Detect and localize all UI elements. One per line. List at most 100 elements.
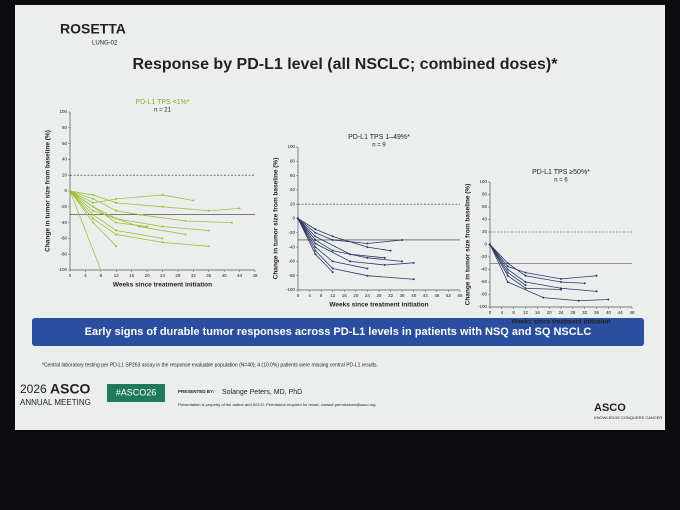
banner [32, 318, 644, 346]
y-tick-label: 100 [287, 144, 295, 149]
series-point [207, 209, 210, 212]
y-tick-label: -20 [480, 254, 487, 259]
x-tick-label: 20 [145, 273, 151, 278]
x-tick-label: 40 [222, 273, 228, 278]
tagline: KNOWLEDGE CONQUERS CANCER [594, 415, 662, 420]
x-tick-label: 24 [160, 273, 166, 278]
x-tick-label: 16 [342, 293, 348, 298]
x-tick-label: 20 [353, 293, 359, 298]
y-tick-label: 100 [59, 109, 67, 114]
series-point [92, 217, 95, 220]
series-point [607, 298, 610, 301]
x-tick-label: 20 [547, 310, 553, 315]
series-point [506, 274, 509, 277]
series-point [92, 221, 95, 224]
y-tick-label: 0 [64, 188, 67, 193]
series-point [297, 217, 299, 220]
series-point [115, 229, 118, 232]
y-tick-label: 80 [290, 158, 296, 163]
x-axis-label: Weeks since treatment initiation [329, 302, 428, 309]
series-point [524, 284, 527, 287]
series-point [383, 263, 386, 266]
series-point [506, 281, 509, 283]
series-point [138, 225, 141, 228]
series-point [506, 265, 509, 268]
series-point [524, 287, 527, 290]
series-point [524, 271, 527, 274]
series-point [238, 207, 241, 210]
series-point [349, 260, 352, 263]
x-tick-label: 8 [320, 293, 323, 298]
series-line [489, 244, 562, 290]
y-tick-label: -20 [60, 204, 67, 209]
series-point [69, 190, 71, 192]
series-point [314, 249, 317, 252]
x-tick-label: 8 [100, 273, 103, 278]
footer-org: ASCO [50, 381, 91, 397]
x-tick-label: 44 [618, 310, 624, 315]
y-tick-label: -40 [288, 244, 295, 249]
y-tick-label: -80 [288, 273, 295, 278]
series-line [69, 190, 232, 223]
series-point [506, 271, 509, 274]
series-point [207, 229, 210, 232]
series-line [69, 190, 186, 235]
x-tick-label: 28 [175, 273, 181, 278]
y-tick-label: 0 [292, 216, 295, 221]
x-tick-label: 0 [489, 310, 492, 315]
x-axis-label: Weeks since treatment initiation [113, 282, 212, 289]
y-tick-label: 80 [482, 192, 488, 197]
series-point [230, 221, 233, 224]
logo: ROSETTA [60, 21, 126, 37]
series-point [115, 209, 118, 212]
series-point [412, 261, 415, 264]
footer-meeting: ANNUAL MEETING [20, 398, 91, 407]
series-point [560, 288, 562, 291]
x-tick-label: 12 [523, 310, 529, 315]
x-tick-label: 0 [297, 293, 300, 298]
x-tick-label: 16 [129, 273, 135, 278]
series-point [314, 235, 317, 238]
y-axis-label: Change in tumor size from baseline (%) [273, 158, 280, 280]
series-point [524, 281, 527, 283]
panel-title: PD-L1 TPS 1–49%* [348, 134, 410, 141]
series-point [92, 201, 95, 204]
y-tick-label: 20 [62, 172, 68, 177]
series-point [583, 282, 586, 285]
x-tick-label: 40 [411, 293, 417, 298]
y-tick-label: 80 [62, 125, 68, 130]
y-tick-label: 20 [482, 229, 488, 234]
hashtag: #ASCO26 [116, 387, 157, 397]
series-point [506, 262, 509, 265]
x-tick-label: 28 [376, 293, 382, 298]
y-tick-label: 100 [479, 179, 487, 184]
series-point [92, 193, 95, 196]
x-tick-label: 32 [388, 293, 394, 298]
series-point [314, 228, 317, 231]
right-logo: ASCO [594, 402, 626, 414]
slide [15, 5, 665, 430]
presenter: Solange Peters, MD, PhD [222, 389, 302, 396]
series-line [69, 190, 102, 271]
series-line [69, 190, 163, 239]
series-point [506, 268, 509, 271]
y-tick-label: 60 [290, 173, 296, 178]
y-tick-label: -60 [60, 236, 67, 241]
x-tick-label: 32 [582, 310, 588, 315]
y-tick-label: -80 [60, 251, 67, 256]
y-tick-label: 40 [290, 187, 296, 192]
x-tick-label: 28 [570, 310, 576, 315]
panel-title: PD-L1 TPS ≥50%* [532, 169, 590, 176]
y-tick-label: -100 [286, 287, 296, 292]
x-tick-label: 32 [191, 273, 197, 278]
series-point [314, 231, 317, 234]
series-point [314, 253, 317, 256]
y-tick-label: 0 [484, 242, 487, 247]
panel-subtitle: n = 21 [154, 108, 172, 114]
series-point [115, 197, 118, 200]
banner-text: Early signs of durable tumor responses a… [85, 326, 592, 338]
series-point [595, 274, 598, 277]
presented-by: PRESENTED BY: [178, 389, 215, 394]
series-line [297, 218, 368, 269]
logo-sub: LUNG-02 [92, 41, 118, 47]
